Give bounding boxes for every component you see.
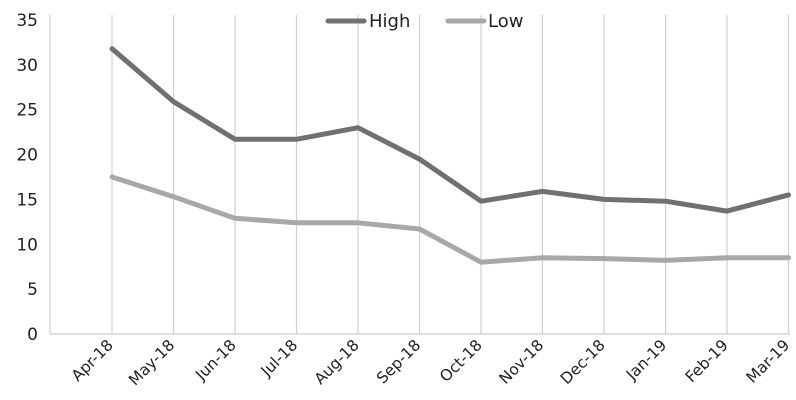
- y-tick-labels: 0 5 10 15 20 25 30 35: [16, 11, 38, 345]
- data-point-high: [294, 137, 299, 142]
- data-point-high: [601, 197, 607, 202]
- data-point-high: [478, 199, 484, 204]
- data-point-low: [417, 226, 422, 232]
- x-tick-label: Feb-19: [682, 336, 732, 386]
- data-point-high: [724, 208, 730, 214]
- data-point-low: [355, 220, 361, 225]
- x-tick-labels: Apr-18 May-18 Jun-18 Jul-18 Aug-18 Sep-18 Oct-…: [68, 336, 793, 389]
- data-point-high: [171, 99, 176, 104]
- vertical-gridlines: [111, 15, 790, 334]
- data-point-low: [724, 255, 730, 260]
- x-tick-label: Mar-19: [743, 336, 794, 387]
- axes: [49, 15, 790, 335]
- y-tick-label: 25: [16, 101, 38, 121]
- y-tick-label: 30: [16, 56, 38, 76]
- legend-label-low: Low: [488, 11, 523, 32]
- data-point-low: [232, 216, 238, 221]
- y-tick-label: 0: [27, 325, 38, 345]
- x-tick-label: Nov-18: [496, 336, 548, 388]
- data-point-low: [601, 256, 607, 261]
- series-line-low: [109, 174, 791, 265]
- y-tick-label: 5: [27, 280, 38, 300]
- y-tick-label: 10: [16, 235, 38, 255]
- x-tick-label: Jan-19: [622, 336, 670, 384]
- x-tick-label: Jul-18: [257, 336, 302, 381]
- series-lines: [109, 46, 791, 265]
- series-line-high: [109, 46, 791, 214]
- y-tick-label: 20: [16, 146, 38, 166]
- data-point-high: [540, 189, 545, 194]
- data-point-low: [540, 255, 545, 260]
- y-tick-label: 15: [16, 190, 38, 210]
- x-tick-label: May-18: [125, 336, 178, 389]
- data-point-high: [786, 192, 791, 198]
- x-tick-label: Sep-18: [373, 336, 424, 387]
- x-tick-label: Aug-18: [311, 336, 363, 388]
- data-point-low: [478, 260, 484, 265]
- data-point-low: [294, 220, 299, 225]
- x-tick-label: Dec-18: [557, 336, 609, 388]
- x-tick-label: Jun-18: [191, 336, 239, 384]
- legend: High Low: [325, 11, 523, 32]
- y-tick-label: 35: [16, 11, 38, 31]
- data-point-high: [663, 199, 668, 204]
- data-point-low: [109, 174, 115, 180]
- data-point-high: [232, 137, 238, 142]
- data-point-high: [109, 46, 115, 51]
- data-point-high: [355, 125, 361, 130]
- x-tick-label: Apr-18: [68, 336, 117, 385]
- data-point-high: [417, 156, 422, 162]
- data-point-low: [786, 255, 791, 260]
- data-point-low: [663, 258, 668, 263]
- legend-label-high: High: [369, 11, 410, 32]
- data-point-low: [171, 194, 176, 199]
- x-tick-label: Oct-18: [436, 336, 486, 386]
